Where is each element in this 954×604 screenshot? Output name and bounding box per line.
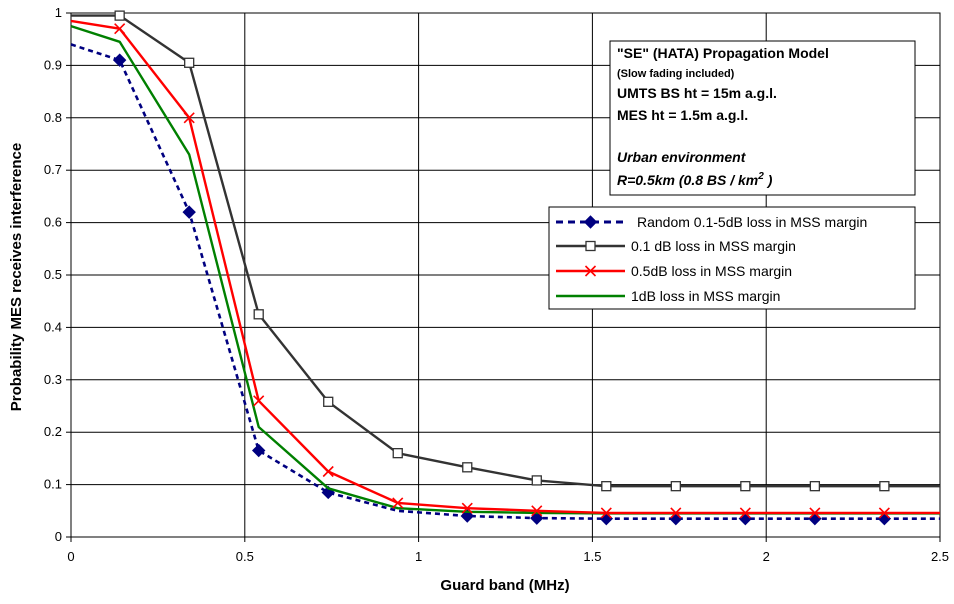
x-marker (253, 395, 265, 407)
x-axis-title: Guard band (MHz) (440, 577, 569, 594)
annotation-radius: R=0.5km (0.8 BS / km2 ) (617, 171, 773, 188)
y-tick-label: 0.1 (44, 477, 62, 492)
diamond-marker (182, 205, 196, 219)
annotation-bs-height: UMTS BS ht = 15m a.g.l. (617, 85, 777, 101)
diamond-marker (251, 443, 266, 458)
x-tick-label: 2 (763, 549, 770, 564)
diamond-marker (460, 509, 474, 523)
square-marker (531, 475, 542, 486)
x-marker (183, 112, 195, 124)
square-marker (670, 481, 681, 492)
square-marker (184, 57, 195, 68)
legend-item-2: 0.5dB loss in MSS margin (556, 263, 792, 279)
annotation-environment: Urban environment (617, 149, 747, 165)
series-line (70, 43, 940, 521)
square-marker (740, 481, 751, 492)
y-tick-label: 0.8 (44, 110, 62, 125)
y-tick-label: 0.7 (44, 162, 62, 177)
square-marker (392, 448, 403, 459)
legend-label: 1dB loss in MSS margin (631, 288, 780, 304)
annotation-radius-superscript: 2 (757, 171, 764, 182)
y-tick-label: 0 (55, 529, 62, 544)
square-marker (809, 481, 821, 492)
x-tick-label: 0.5 (236, 549, 254, 564)
legend-frame (548, 206, 916, 310)
annotation-radius-end: ) (764, 172, 773, 188)
y-tick-label: 0.2 (44, 424, 62, 439)
legend-item-3: 1dB loss in MSS margin (556, 288, 780, 304)
legend: Random 0.1-5dB loss in MSS margin 0.1 dB … (548, 206, 916, 310)
y-tick-label: 0.4 (44, 319, 62, 334)
square-marker (601, 481, 612, 492)
x-marker (392, 497, 404, 509)
x-tick-label: 2.5 (931, 549, 949, 564)
annotation-mes-height: MES ht = 1.5m a.g.l. (617, 107, 748, 123)
axis-ticks: 0 0.1 0.2 0.3 0.4 0.5 0.6 0.7 0.8 0.9 1 0 0.5 1 1.5 2 2.… (44, 5, 949, 564)
x-marker (670, 507, 682, 519)
diamond-marker (583, 215, 598, 229)
series-line (70, 19, 940, 515)
x-marker (531, 505, 543, 517)
annotation-model: "SE" (HATA) Propagation Model (617, 45, 829, 61)
x-marker (584, 265, 597, 277)
y-axis-title: Probability MES receives interference (8, 143, 25, 411)
x-marker (600, 507, 612, 519)
annotation-fading: (Slow fading included) (617, 68, 735, 80)
x-marker (878, 507, 890, 519)
square-marker (323, 396, 334, 407)
x-marker (461, 502, 473, 514)
square-marker (585, 240, 596, 252)
series-line (71, 14, 940, 488)
annotation-radius-main: R=0.5km (0.8 BS / km (617, 172, 758, 188)
x-tick-label: 1 (415, 549, 422, 564)
x-tick-label: 1.5 (583, 549, 601, 564)
square-marker (253, 309, 264, 320)
legend-label: 0.5dB loss in MSS margin (631, 263, 792, 279)
legend-item-0: Random 0.1-5dB loss in MSS margin (556, 214, 867, 230)
legend-label: 0.1 dB loss in MSS margin (631, 238, 796, 254)
square-marker (879, 481, 890, 492)
annotation-frame (609, 40, 916, 196)
series-group (70, 10, 940, 526)
square-marker (462, 462, 473, 473)
y-tick-label: 0.9 (44, 57, 62, 72)
y-tick-label: 0.6 (44, 215, 62, 230)
y-tick-label: 0.5 (44, 267, 62, 282)
x-tick-label: 0 (67, 549, 74, 564)
diamond-marker (530, 511, 544, 525)
series-1 (71, 10, 940, 492)
x-marker (809, 507, 821, 519)
square-marker (114, 10, 125, 21)
x-marker (322, 465, 334, 478)
diamond-marker (112, 53, 127, 67)
y-tick-label: 0.3 (44, 372, 62, 387)
legend-item-1: 0.1 dB loss in MSS margin (556, 238, 796, 254)
annotation-box: "SE" (HATA) Propagation Model (Slow fadi… (609, 40, 916, 196)
series-2 (70, 19, 940, 519)
y-tick-label: 1 (55, 5, 62, 20)
x-marker (739, 507, 751, 519)
legend-label: Random 0.1-5dB loss in MSS margin (637, 214, 867, 230)
x-marker (114, 23, 126, 35)
